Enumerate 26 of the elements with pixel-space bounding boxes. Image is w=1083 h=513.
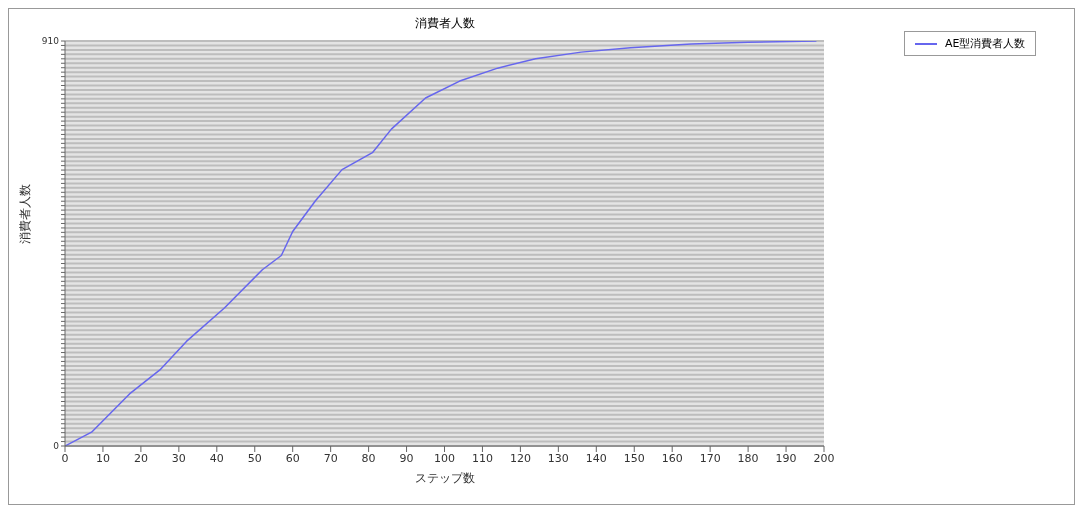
x-tick-label: 200 bbox=[813, 451, 835, 465]
x-tick-label: 40 bbox=[209, 451, 224, 465]
x-tick-label: 110 bbox=[471, 451, 493, 465]
x-tick-label: 90 bbox=[399, 451, 414, 465]
y-tick-label: 910 bbox=[41, 36, 60, 47]
chart-title: 消費者人数 bbox=[413, 15, 476, 32]
x-tick-label: 0 bbox=[61, 451, 69, 465]
x-tick-label: 190 bbox=[775, 451, 797, 465]
x-tick-label: 50 bbox=[247, 451, 262, 465]
legend-label: AE型消費者人数 bbox=[945, 36, 1026, 51]
x-tick-label: 170 bbox=[699, 451, 721, 465]
x-tick-label: 150 bbox=[623, 451, 645, 465]
x-tick-label: 180 bbox=[737, 451, 759, 465]
x-tick-label: 10 bbox=[95, 451, 110, 465]
x-tick-label: 130 bbox=[547, 451, 569, 465]
x-tick-label: 100 bbox=[434, 451, 455, 465]
y-axis-title: 消費者人数 bbox=[18, 183, 33, 244]
x-tick-label: 70 bbox=[323, 451, 338, 465]
x-tick-label: 80 bbox=[361, 451, 376, 465]
x-axis-title: ステップ数 bbox=[414, 471, 475, 485]
x-tick-label: 20 bbox=[133, 451, 148, 465]
x-tick-label: 60 bbox=[285, 451, 300, 465]
x-tick-label: 160 bbox=[661, 451, 683, 465]
x-tick-label: 140 bbox=[585, 451, 607, 465]
x-tick-label: 120 bbox=[509, 451, 531, 465]
x-tick-label: 30 bbox=[171, 451, 186, 465]
